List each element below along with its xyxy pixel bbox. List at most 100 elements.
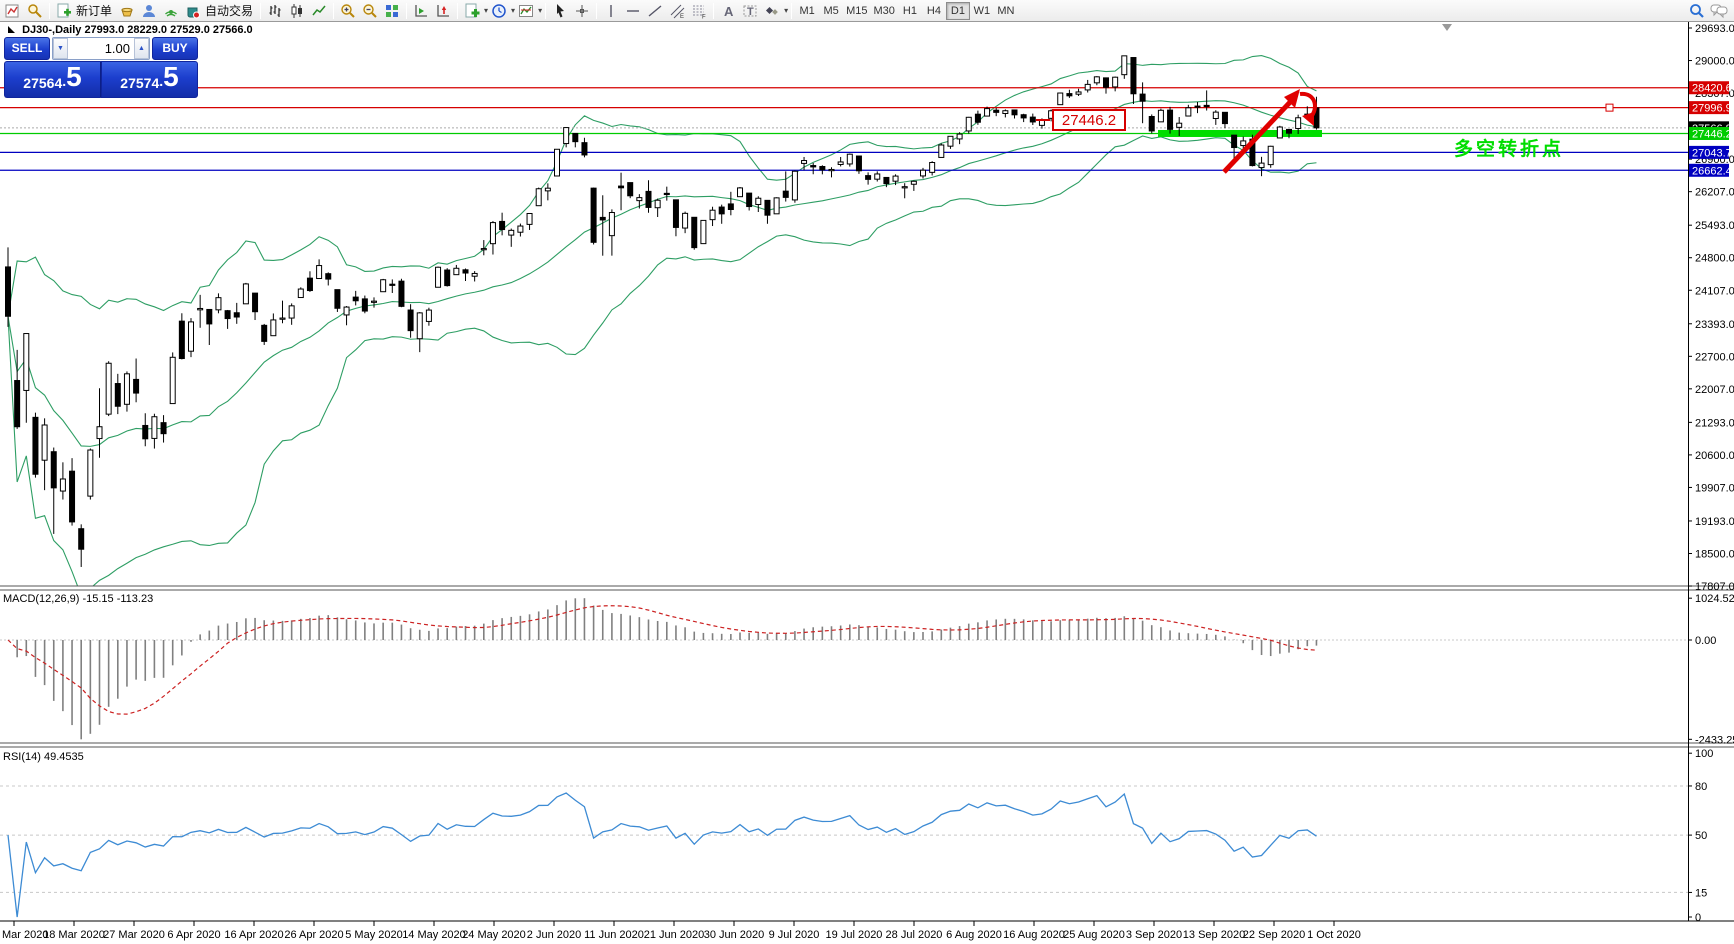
svg-text:19193.0: 19193.0 (1695, 516, 1734, 528)
timeframe-m30-button[interactable]: M30 (873, 4, 895, 17)
sell-button[interactable]: SELL (4, 37, 50, 60)
svg-text:F: F (702, 14, 706, 19)
buy-price-button[interactable]: 275745 (101, 61, 198, 98)
fibonacci-button[interactable]: F (688, 1, 710, 21)
search-icon[interactable] (1686, 1, 1708, 21)
sell-price-button[interactable]: 275645 (4, 61, 101, 98)
macd-histogram (7, 598, 1318, 740)
svg-text:25 Aug 2020: 25 Aug 2020 (1063, 929, 1125, 941)
crosshair-button[interactable] (571, 1, 593, 21)
horizontal-line-button[interactable] (622, 1, 644, 21)
svg-text:27 Mar 2020: 27 Mar 2020 (103, 929, 165, 941)
add-indicator-caret[interactable]: ▾ (484, 6, 489, 15)
timeframe-w1-button[interactable]: W1 (973, 4, 991, 17)
svg-text:0.00: 0.00 (1695, 635, 1716, 647)
svg-text:26 Apr 2020: 26 Apr 2020 (284, 929, 343, 941)
autotrading-label[interactable]: 自动交易 (205, 4, 254, 18)
cursor-button[interactable] (549, 1, 571, 21)
turning-point-annotation[interactable]: 多空转折点 (1454, 139, 1565, 160)
autotrading-icon[interactable] (182, 1, 204, 21)
svg-text:16 Aug 2020: 16 Aug 2020 (1003, 929, 1065, 941)
candles (5, 55, 1320, 567)
svg-text:Mar 2020: Mar 2020 (2, 929, 48, 941)
svg-text:21 Jun 2020: 21 Jun 2020 (644, 929, 705, 941)
level-callout-dash (1036, 119, 1050, 121)
templates-caret[interactable]: ▾ (538, 6, 543, 15)
new-chart-button[interactable] (2, 1, 24, 21)
sell-price-main: 27564 (23, 75, 63, 91)
svg-text:29000.0: 29000.0 (1695, 56, 1734, 68)
arrows-button[interactable] (761, 1, 783, 21)
indicator-list-button[interactable] (410, 1, 432, 21)
macd-indicator-label: MACD(12,26,9) -15.15 -113.23 (3, 593, 154, 605)
svg-text:20600.0: 20600.0 (1695, 450, 1734, 462)
arrows-caret[interactable]: ▾ (784, 6, 789, 15)
timeframe-m5-button[interactable]: M5 (823, 4, 839, 17)
tile-windows-button[interactable] (381, 1, 403, 21)
svg-text:3 Sep 2020: 3 Sep 2020 (1126, 929, 1182, 941)
volume-increase-button[interactable]: ▲ (134, 38, 149, 59)
line-chart-button[interactable] (308, 1, 330, 21)
timeframe-h1-button[interactable]: H1 (902, 4, 917, 17)
svg-text:28420.6: 28420.6 (1692, 83, 1732, 95)
periods-caret[interactable]: ▾ (511, 6, 516, 15)
price-axis[interactable] (1688, 22, 1734, 921)
svg-text:30 Jun 2020: 30 Jun 2020 (704, 929, 765, 941)
indicator-window-button[interactable] (432, 1, 454, 21)
svg-text:14 May 2020: 14 May 2020 (402, 929, 466, 941)
volume-decrease-button[interactable]: ▼ (53, 38, 68, 59)
svg-text:24800.0: 24800.0 (1695, 253, 1734, 265)
timeframe-m15-button[interactable]: M15 (846, 4, 868, 17)
templates-button[interactable] (515, 1, 537, 21)
new-order-label[interactable]: 新订单 (76, 4, 113, 18)
zoom-in-button[interactable] (337, 1, 359, 21)
level-callout-box[interactable]: 27446.2 (1052, 109, 1126, 131)
svg-text:16 Apr 2020: 16 Apr 2020 (224, 929, 283, 941)
svg-text:19907.0: 19907.0 (1695, 482, 1734, 494)
timeframe-d1-button[interactable]: D1 (945, 1, 970, 20)
timeframe-m1-button[interactable]: M1 (799, 4, 815, 17)
svg-text:15: 15 (1695, 887, 1707, 899)
periods-clock-button[interactable] (488, 1, 510, 21)
svg-text:100: 100 (1695, 748, 1713, 760)
candlestick-button[interactable] (286, 1, 308, 21)
svg-text:27996.9: 27996.9 (1692, 103, 1732, 115)
bar-chart-button[interactable] (264, 1, 286, 21)
svg-text:50: 50 (1695, 830, 1707, 842)
svg-text:5 May 2020: 5 May 2020 (345, 929, 402, 941)
chart-styles-icon[interactable] (116, 1, 138, 21)
timeframe-h4-button[interactable]: H4 (926, 4, 941, 17)
svg-text:18 Mar 2020: 18 Mar 2020 (43, 929, 105, 941)
text-button[interactable]: A (717, 1, 739, 21)
chart-shift-marker (1442, 24, 1452, 31)
svg-text:9 Jul 2020: 9 Jul 2020 (769, 929, 820, 941)
svg-text:28 Jul 2020: 28 Jul 2020 (886, 929, 943, 941)
add-indicator-button[interactable] (461, 1, 483, 21)
buy-button[interactable]: BUY (152, 37, 198, 60)
text-label-button[interactable]: T (739, 1, 761, 21)
zoom-out-button[interactable] (359, 1, 381, 21)
vertical-line-button[interactable] (600, 1, 622, 21)
svg-text:A: A (724, 4, 734, 19)
svg-text:27446.2: 27446.2 (1692, 128, 1732, 140)
support-zone-bar (1158, 129, 1322, 137)
svg-text:80: 80 (1695, 781, 1707, 793)
profiles-button[interactable] (24, 1, 46, 21)
channel-button[interactable]: E (666, 1, 688, 21)
svg-text:26662.4: 26662.4 (1692, 165, 1732, 177)
rsi-line (7, 792, 1317, 918)
new-order-icon[interactable] (53, 1, 75, 21)
volume-input[interactable] (68, 38, 134, 59)
svg-text:0: 0 (1695, 912, 1701, 924)
macd-signal-line (7, 605, 1317, 715)
time-axis[interactable] (0, 922, 1688, 944)
rsi-indicator-label: RSI(14) 49.4535 (3, 751, 84, 763)
ohlc-marker-icon (8, 26, 15, 33)
trendline-button[interactable] (644, 1, 666, 21)
signals-icon[interactable] (160, 1, 182, 21)
terminal-icon[interactable] (138, 1, 160, 21)
timeframe-mn-button[interactable]: MN (997, 4, 1015, 17)
chat-icon[interactable] (1708, 1, 1730, 21)
